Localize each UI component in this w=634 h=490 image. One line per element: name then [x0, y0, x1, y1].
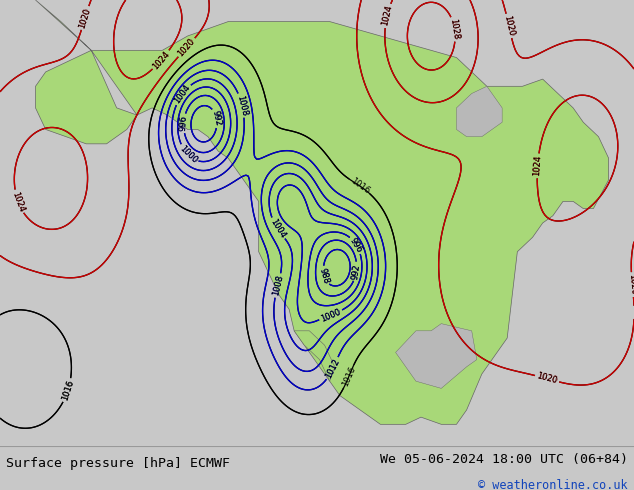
Text: We 05-06-2024 18:00 UTC (06+84): We 05-06-2024 18:00 UTC (06+84) — [380, 453, 628, 466]
Text: 1024: 1024 — [380, 4, 394, 27]
Text: 1020: 1020 — [627, 274, 634, 295]
Text: 996: 996 — [179, 115, 189, 131]
Text: 1020: 1020 — [627, 274, 634, 295]
Text: 1028: 1028 — [448, 18, 461, 40]
Text: 1016: 1016 — [60, 379, 75, 402]
Text: Surface pressure [hPa] ECMWF: Surface pressure [hPa] ECMWF — [6, 457, 230, 470]
Text: 988: 988 — [318, 267, 331, 285]
Text: 1020: 1020 — [502, 15, 515, 37]
Text: 1016: 1016 — [349, 176, 371, 196]
Text: 1020: 1020 — [536, 371, 559, 386]
Text: 1008: 1008 — [235, 94, 249, 117]
Text: 1020: 1020 — [176, 37, 197, 58]
Text: 1020: 1020 — [77, 6, 93, 29]
Text: 992: 992 — [351, 263, 362, 280]
Text: 992: 992 — [351, 263, 362, 280]
Text: 996: 996 — [348, 236, 365, 254]
Polygon shape — [456, 86, 502, 137]
Text: 992: 992 — [210, 110, 223, 127]
Text: 988: 988 — [318, 267, 331, 285]
Text: 1024: 1024 — [10, 190, 26, 213]
Text: 1012: 1012 — [324, 357, 342, 380]
Text: 1020: 1020 — [176, 37, 197, 58]
Text: 1028: 1028 — [448, 18, 461, 40]
Text: 1000: 1000 — [320, 307, 342, 323]
Polygon shape — [36, 0, 609, 424]
Text: 1000: 1000 — [320, 307, 342, 323]
Polygon shape — [396, 323, 477, 389]
Text: 996: 996 — [348, 236, 365, 254]
Text: 1020: 1020 — [77, 6, 93, 29]
Text: 1008: 1008 — [271, 274, 285, 297]
Text: 1016: 1016 — [340, 365, 357, 388]
Text: 1000: 1000 — [178, 144, 198, 165]
Text: 1024: 1024 — [533, 155, 543, 176]
Polygon shape — [294, 331, 335, 381]
Text: 1000: 1000 — [178, 144, 198, 165]
Text: 1024: 1024 — [10, 190, 26, 213]
Text: 992: 992 — [210, 110, 223, 127]
Text: 1008: 1008 — [235, 94, 249, 117]
Text: 1020: 1020 — [502, 15, 515, 37]
Text: 1004: 1004 — [268, 217, 287, 240]
Text: 1004: 1004 — [172, 83, 192, 105]
Text: 1024: 1024 — [533, 155, 543, 176]
Text: 1004: 1004 — [268, 217, 287, 240]
Text: 1004: 1004 — [172, 83, 192, 105]
Text: 1020: 1020 — [536, 371, 559, 386]
Text: 1012: 1012 — [324, 357, 342, 380]
Text: 1008: 1008 — [271, 274, 285, 297]
Text: 996: 996 — [179, 115, 189, 131]
Text: © weatheronline.co.uk: © weatheronline.co.uk — [478, 479, 628, 490]
Text: 1024: 1024 — [380, 4, 394, 27]
Text: 1024: 1024 — [151, 49, 171, 71]
Text: 1016: 1016 — [60, 379, 75, 402]
Text: 1024: 1024 — [151, 49, 171, 71]
